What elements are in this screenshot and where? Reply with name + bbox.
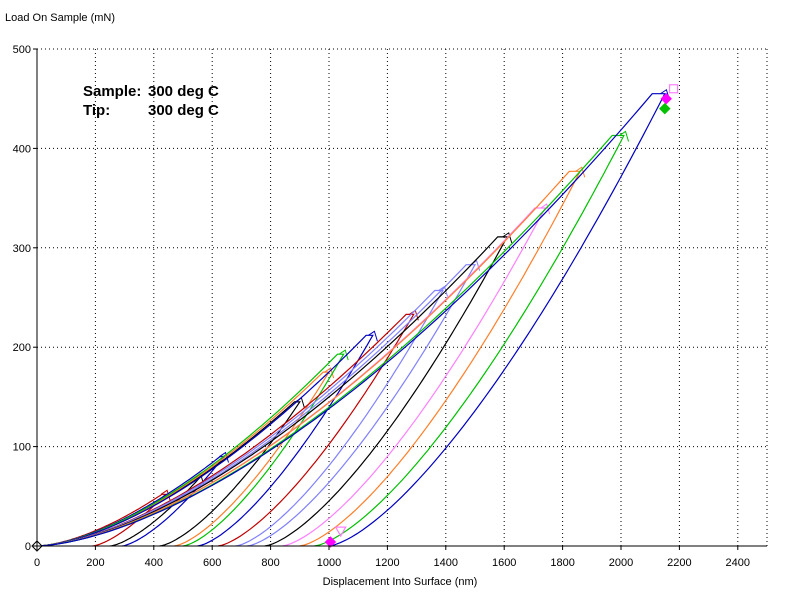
indentation-curve	[36, 493, 167, 547]
x-tick-label: 2200	[667, 557, 691, 569]
indentation-curve	[36, 371, 331, 547]
y-tick-label: 200	[13, 342, 31, 354]
y-tick-label: 100	[13, 442, 31, 454]
grid	[37, 48, 768, 546]
annotation-tip-value: 300 deg C	[148, 102, 219, 119]
y-tick-label: 300	[13, 243, 31, 255]
peak-marker	[368, 330, 378, 342]
peak-marker	[619, 130, 630, 142]
indentation-curve	[36, 236, 509, 547]
indentation-curve	[36, 207, 547, 547]
annotation-sample-value: 300 deg C	[148, 83, 219, 100]
indentation-curve	[36, 93, 666, 547]
curves	[36, 88, 670, 547]
axes: 0 200 400 600 800 1000 1200 1400 1600 1800 2000 220…	[13, 44, 767, 569]
diamond-marker	[660, 92, 672, 105]
indentation-curve	[36, 353, 345, 547]
x-tick-label: 2000	[609, 557, 633, 569]
indentation-curve	[36, 401, 301, 547]
peak-marker	[219, 451, 229, 463]
indentation-curve	[36, 455, 226, 547]
x-tick-label: 1400	[434, 557, 458, 569]
x-tick-label: 1800	[550, 557, 574, 569]
y-ticks: 0 100 200 300 400 500	[13, 44, 37, 553]
diamond-marker	[324, 536, 337, 548]
peak-marker	[502, 232, 513, 244]
x-axis-title: Displacement Into Surface (nm)	[323, 576, 478, 588]
annotation-box: Sample: 300 deg C Tip: 300 deg C	[83, 83, 219, 119]
annotation-tip-label: Tip:	[83, 102, 110, 119]
indentation-curve	[36, 134, 625, 547]
annotation-sample-label: Sample:	[83, 83, 141, 100]
triangle-marker	[334, 526, 347, 538]
square-marker	[668, 84, 679, 94]
x-tick-label: 1600	[492, 557, 516, 569]
x-tick-label: 800	[261, 557, 279, 569]
x-tick-label: 0	[34, 557, 40, 569]
x-tick-label: 200	[86, 557, 104, 569]
markers	[31, 84, 679, 552]
x-tick-label: 1000	[317, 557, 341, 569]
peak-marker	[540, 203, 551, 215]
x-tick-label: 600	[203, 557, 221, 569]
peak-marker	[575, 166, 586, 178]
indentation-curve	[36, 289, 444, 547]
peak-marker	[324, 367, 335, 379]
x-tick-label: 1200	[375, 557, 399, 569]
y-axis-title: Load On Sample (mN)	[5, 12, 115, 24]
x-tick-label: 2400	[726, 557, 750, 569]
peak-marker	[338, 349, 349, 361]
x-tick-label: 400	[145, 557, 163, 569]
y-tick-label: 400	[13, 143, 31, 155]
indentation-curve	[36, 170, 582, 547]
x-ticks: 0 200 400 600 800 1000 1200 1400 1600 1800 2000 220…	[34, 546, 750, 569]
y-tick-label: 500	[13, 44, 31, 56]
diamond-marker	[659, 102, 671, 115]
y-tick-label: 0	[25, 541, 31, 553]
indentation-curve	[36, 334, 374, 547]
